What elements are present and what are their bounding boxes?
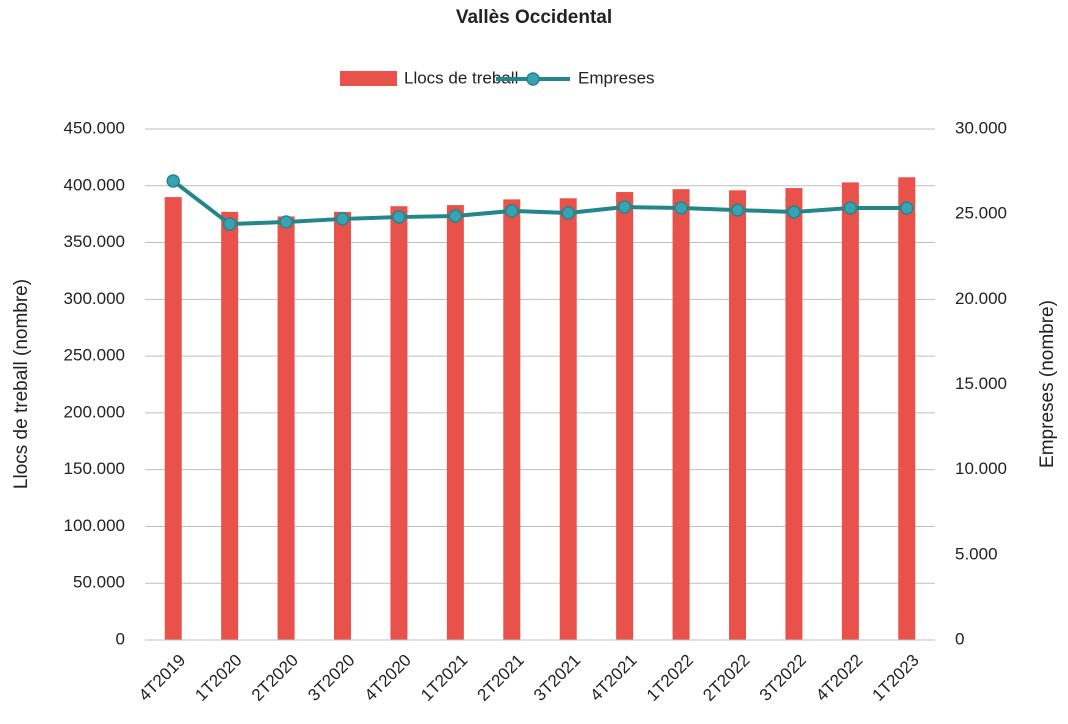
marker [787,205,801,219]
legend-label: Empreses [578,68,655,87]
y2-tick-label: 20.000 [955,289,1007,308]
chart-title: Vallès Occidental [456,7,612,28]
y-tick-label: 200.000 [64,402,125,421]
bar [898,177,916,640]
x-tick-label: 2T2020 [248,651,302,705]
marker [617,200,632,214]
bar [221,211,239,640]
y-tick-label: 250.000 [64,346,125,365]
x-tick-label: 2T2022 [699,651,753,705]
y2-tick-label: 0 [955,629,964,648]
x-tick-label: 3T2021 [530,651,584,705]
y-axis-title: Llocs de treball (nombre) [11,279,32,489]
bar [729,190,746,640]
marker [561,206,575,220]
x-tick-label: 4T2019 [135,651,189,705]
marker [730,203,745,217]
legend-label: Llocs de treball [404,68,518,87]
x-tick-label: 4T2020 [361,651,415,705]
marker [392,210,406,224]
bar [841,182,859,641]
y2-tick-label: 30.000 [955,118,1007,137]
y-tick-label: 300.000 [64,289,125,308]
x-tick-label: 4T2022 [812,651,866,705]
x-tick-label: 1T2023 [869,651,923,705]
x-tick-label: 1T2022 [643,651,697,705]
bar [334,211,351,640]
legend-swatch [340,71,397,86]
y-tick-label: 50.000 [73,573,125,592]
line [172,179,907,227]
x-tick-label: 3T2020 [304,651,358,705]
x-tick-label: 3T2022 [756,651,810,705]
marker [843,201,858,215]
bar [164,197,182,640]
y2-tick-label: 5.000 [955,544,998,563]
marker [448,209,463,223]
bar [503,199,521,640]
y-tick-label: 150.000 [64,459,125,478]
bar [672,189,690,640]
marker [166,174,180,188]
legend-swatch [526,72,540,86]
marker [505,204,519,218]
bar [785,188,803,640]
bar [559,198,577,640]
x-tick-label: 1T2021 [417,651,471,705]
y-tick-label: 400.000 [64,175,125,194]
marker [900,201,914,215]
y-tick-label: 450.000 [64,118,125,137]
marker [674,201,688,215]
y-tick-label: 100.000 [64,516,125,535]
x-tick-label: 2T2021 [474,651,528,705]
marker [279,215,293,229]
y2-tick-label: 15.000 [955,374,1007,393]
y2-axis-title: Empreses (nombre) [1037,300,1058,468]
x-tick-label: 1T2020 [191,651,245,705]
marker [222,217,237,231]
y-tick-label: 350.000 [64,232,125,251]
bar [616,192,634,641]
y-tick-label: 0 [116,629,125,648]
marker [335,212,350,226]
y2-tick-label: 25.000 [955,204,1007,223]
bar [277,216,295,640]
bar [390,206,408,640]
y2-tick-label: 10.000 [955,459,1007,478]
bar [446,205,464,641]
x-tick-label: 4T2021 [586,651,640,705]
